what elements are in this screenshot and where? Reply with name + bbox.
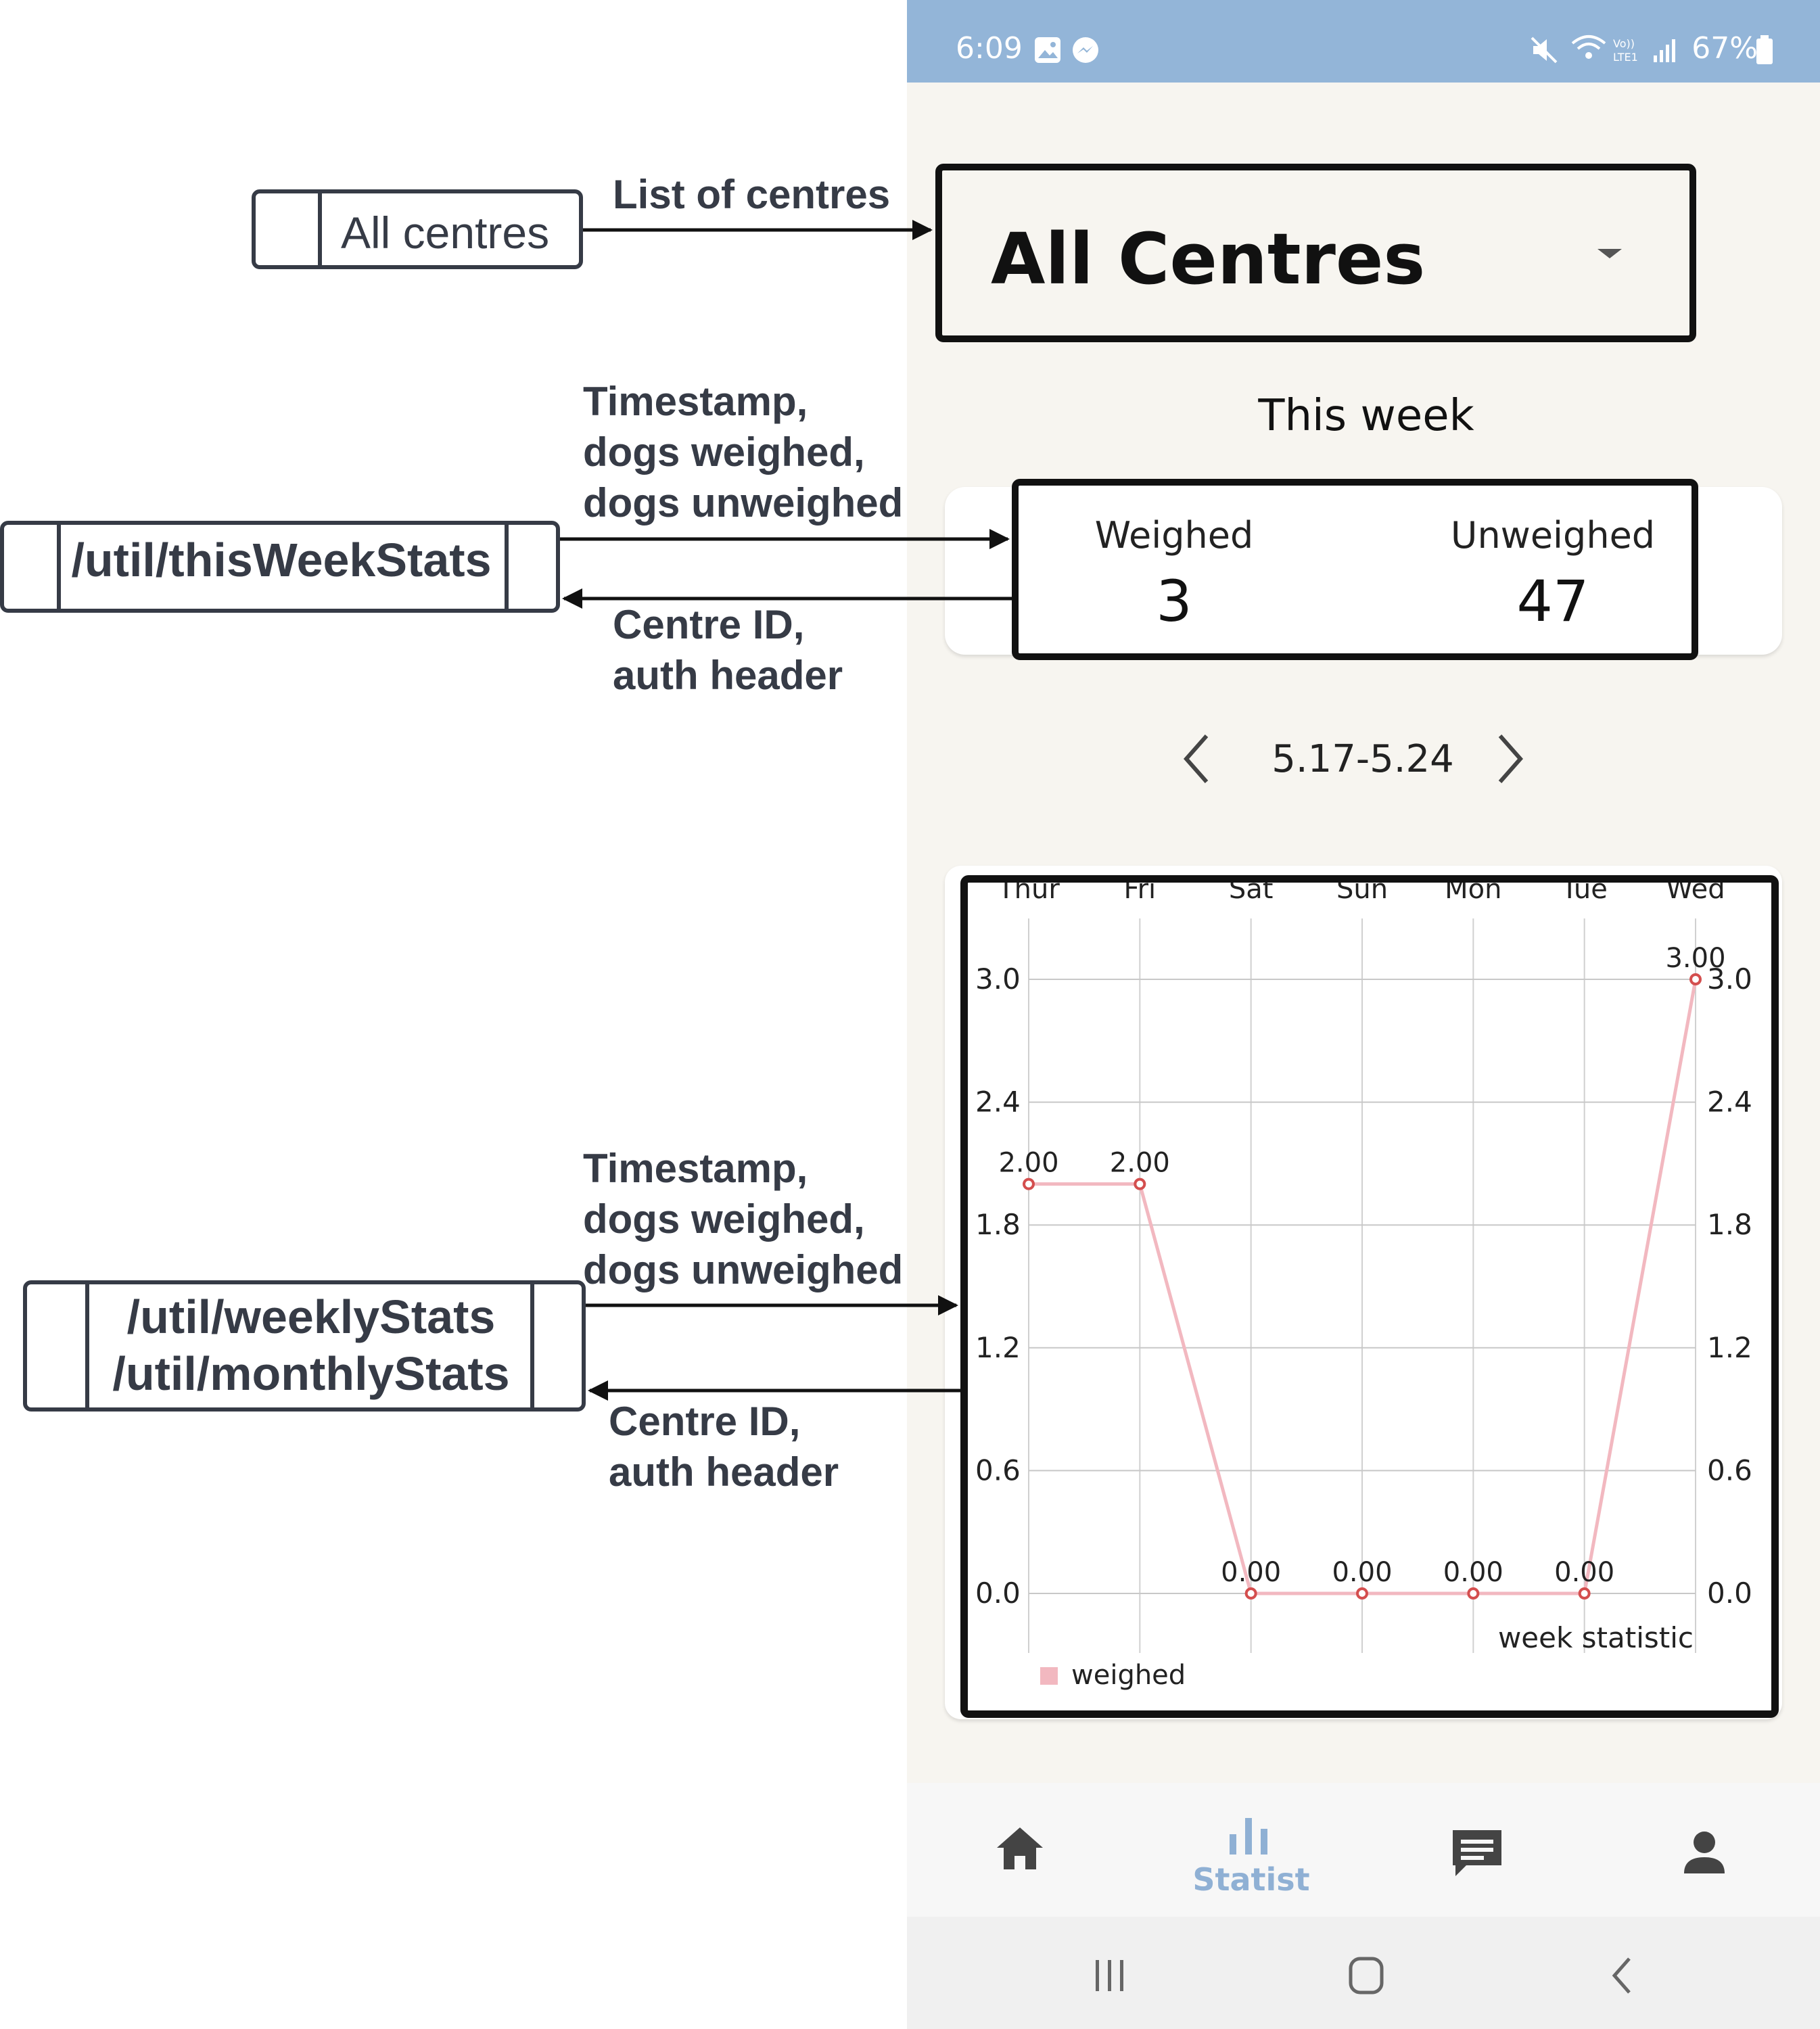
message-icon[interactable] <box>1437 1813 1518 1894</box>
nav-label-statistics[interactable]: Statist <box>1192 1861 1310 1898</box>
this-week-response-line-3: dogs unweighed <box>583 480 904 526</box>
y-tick-label-left: 0.6 <box>975 1453 1021 1487</box>
data-label: 2.00 <box>1110 1148 1170 1179</box>
data-label: 0.00 <box>1332 1557 1392 1588</box>
home-button-icon[interactable] <box>1343 1952 1390 1999</box>
person-icon[interactable] <box>1664 1813 1745 1894</box>
unweighed-value: 47 <box>1516 568 1589 634</box>
weekly-stats-endpoint-label: /util/weeklyStats <box>126 1290 496 1343</box>
this-week-request-line-1: Centre ID, <box>613 602 805 647</box>
wifi-icon <box>1571 35 1606 59</box>
y-tick-label-left: 0.0 <box>975 1577 1021 1610</box>
chart-annotation: week statistic <box>1498 1621 1694 1654</box>
data-label: 3.00 <box>1665 943 1725 974</box>
battery-icon <box>1756 35 1773 64</box>
this-week-endpoint: /util/thisWeekStats <box>0 521 560 613</box>
monthly-stats-endpoint-label: /util/monthlyStats <box>112 1347 510 1400</box>
chart-card <box>945 866 1782 1719</box>
chevron-right-icon[interactable] <box>1492 732 1526 786</box>
battery-percent: 67% <box>1691 31 1758 66</box>
legend-swatch-weighed <box>1040 1667 1058 1685</box>
y-tick-label-right: 0.0 <box>1707 1577 1752 1610</box>
volte-icon: Vo))LTE1 <box>1613 37 1638 64</box>
data-label: 0.00 <box>1443 1557 1503 1588</box>
this-week-response-line-1: Timestamp, <box>583 379 808 424</box>
this-week-request-line-2: auth header <box>613 653 843 698</box>
data-point <box>1134 1177 1146 1190</box>
data-point <box>1689 973 1702 985</box>
legend-label-weighed: weighed <box>1071 1660 1186 1691</box>
image-icon <box>1035 37 1060 63</box>
y-tick-label-left: 1.8 <box>975 1208 1021 1241</box>
stats-response-line-2: dogs weighed, <box>583 1196 865 1242</box>
weighed-value: 3 <box>1156 568 1192 634</box>
data-point <box>1578 1587 1591 1600</box>
weighed-label: Weighed <box>1094 514 1254 557</box>
dropdown-caret-icon <box>1597 249 1622 258</box>
data-label: 0.00 <box>1221 1557 1281 1588</box>
stats-request-line-1: Centre ID, <box>609 1399 801 1444</box>
stats-highlight-box: Weighed 3 Unweighed 47 <box>1012 479 1698 660</box>
data-point <box>1244 1587 1257 1600</box>
y-tick-label-right: 1.2 <box>1707 1331 1752 1364</box>
this-week-endpoint-label: /util/thisWeekStats <box>71 534 492 586</box>
stats-response-line-3: dogs unweighed <box>583 1247 904 1292</box>
y-tick-label-left: 3.0 <box>975 962 1021 996</box>
data-point <box>1467 1587 1480 1600</box>
stats-response-line-1: Timestamp, <box>583 1146 808 1191</box>
svg-text:Vo)): Vo)) <box>1613 37 1635 50</box>
bar-chart-icon[interactable] <box>1208 1799 1289 1880</box>
centres-arrow-label: List of centres <box>613 172 891 217</box>
y-tick-label-left: 1.2 <box>975 1331 1021 1364</box>
home-icon[interactable] <box>979 1813 1060 1894</box>
data-label: 2.00 <box>998 1148 1058 1179</box>
y-tick-label-left: 2.4 <box>975 1086 1021 1119</box>
date-range-label: 5.17-5.24 <box>1271 737 1454 781</box>
signal-icon <box>1654 39 1675 62</box>
unweighed-label: Unweighed <box>1450 514 1656 557</box>
centre-dropdown[interactable]: All Centres <box>935 164 1696 342</box>
chevron-left-icon[interactable] <box>1181 732 1215 786</box>
data-point <box>1356 1587 1368 1600</box>
centres-store-label: All centres <box>341 208 550 258</box>
stats-request-line-2: auth header <box>609 1449 839 1495</box>
this-week-response-line-2: dogs weighed, <box>583 429 865 475</box>
week-title: This week <box>1258 391 1474 441</box>
centres-data-store: All centres <box>252 189 583 269</box>
y-tick-label-right: 2.4 <box>1707 1086 1752 1119</box>
centre-dropdown-value: All Centres <box>991 218 1426 300</box>
chart-highlight-box <box>960 875 1779 1718</box>
y-tick-label-right: 0.6 <box>1707 1453 1752 1487</box>
mute-icon <box>1531 37 1558 64</box>
system-nav-bar <box>907 1917 1820 2029</box>
y-tick-label-right: 1.8 <box>1707 1208 1752 1241</box>
y-tick-label-right: 3.0 <box>1707 962 1752 996</box>
stats-endpoint: /util/weeklyStats /util/monthlyStats <box>23 1280 586 1412</box>
recent-apps-icon[interactable] <box>1086 1952 1134 1999</box>
messenger-icon <box>1073 37 1098 63</box>
data-label: 0.00 <box>1554 1557 1614 1588</box>
data-point <box>1023 1177 1035 1190</box>
bottom-nav <box>907 1783 1820 1917</box>
status-time: 6:09 <box>956 31 1023 66</box>
svg-text:LTE1: LTE1 <box>1613 51 1638 64</box>
back-icon[interactable] <box>1600 1952 1647 1999</box>
status-bar: 6:09 Vo)) LTE1 67% <box>907 0 1820 83</box>
